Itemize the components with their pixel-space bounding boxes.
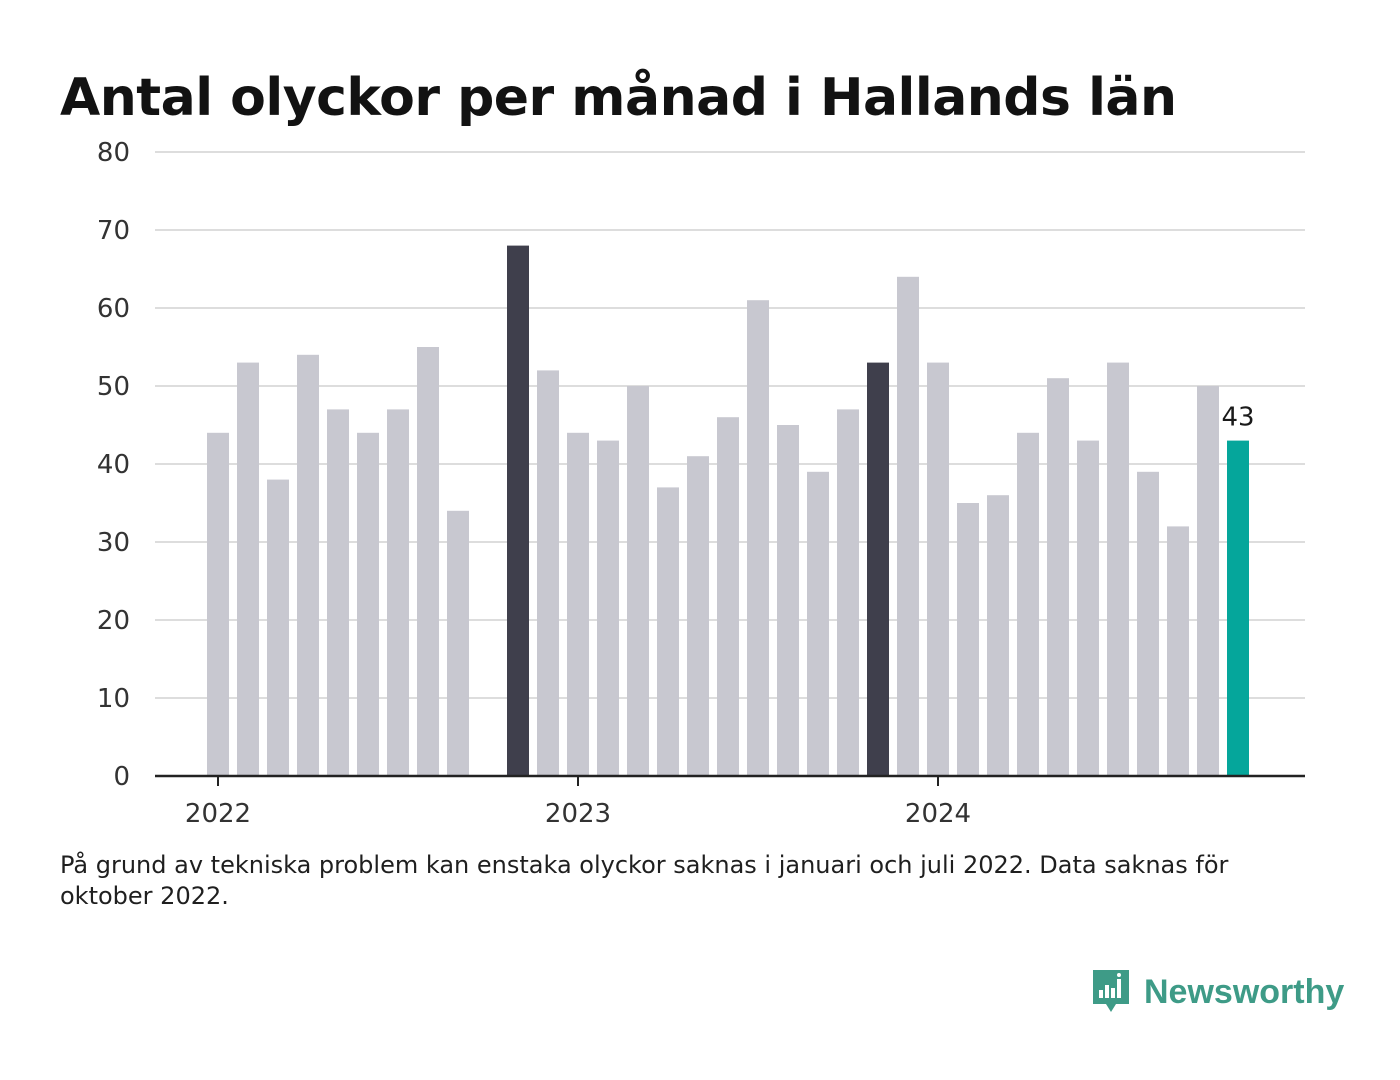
bar [1137, 471, 1159, 776]
bar [717, 417, 739, 776]
bar [417, 347, 439, 776]
bar [387, 409, 409, 776]
bar [1167, 526, 1189, 776]
bar [627, 386, 649, 776]
x-tick-label: 2022 [185, 799, 251, 829]
y-tick-label: 40 [97, 450, 130, 480]
bar [1197, 386, 1219, 776]
bar [837, 409, 859, 776]
bar [987, 495, 1009, 776]
bar [357, 432, 379, 776]
y-tick-label: 30 [97, 528, 130, 558]
bar [657, 487, 679, 776]
brand-logo: Newsworthy [1090, 968, 1344, 1016]
newsworthy-logo-icon [1093, 970, 1129, 1012]
data-labels: 43 [1221, 403, 1254, 433]
bar [957, 503, 979, 776]
y-axis-ticks: 0 10 20 30 40 50 60 70 80 [97, 138, 130, 792]
y-tick-label: 10 [97, 684, 130, 714]
bar [1227, 440, 1249, 776]
bar [267, 479, 289, 776]
footnote: På grund av tekniska problem kan enstaka… [60, 851, 1229, 910]
bar [597, 440, 619, 776]
y-tick-label: 80 [97, 138, 130, 168]
x-tick-label: 2024 [905, 799, 971, 829]
bar [747, 300, 769, 776]
bar [507, 245, 529, 777]
y-tick-label: 60 [97, 294, 130, 324]
chart-title: Antal olyckor per månad i Hallands län [60, 68, 1177, 128]
bar [537, 370, 559, 776]
bar [897, 276, 919, 776]
y-tick-label: 50 [97, 372, 130, 402]
bar [1107, 362, 1129, 776]
y-tick-label: 70 [97, 216, 130, 246]
bar [297, 354, 319, 776]
y-tick-label: 20 [97, 606, 130, 636]
bar [927, 362, 949, 776]
bars [207, 245, 1249, 777]
bar [447, 510, 469, 776]
bar [1017, 432, 1039, 776]
bar [567, 432, 589, 776]
bar [207, 432, 229, 776]
bar [807, 471, 829, 776]
bar [1047, 378, 1069, 776]
bar [237, 362, 259, 776]
brand-name: Newsworthy [1144, 972, 1345, 1011]
bar [1077, 440, 1099, 776]
x-tick-label: 2023 [545, 799, 611, 829]
bar [327, 409, 349, 776]
bar [687, 456, 709, 776]
x-axis-ticks: 2022 2023 2024 [185, 776, 971, 829]
bar [867, 362, 889, 776]
data-label: 43 [1221, 403, 1254, 433]
y-tick-label: 0 [113, 762, 130, 792]
bar [777, 425, 799, 776]
